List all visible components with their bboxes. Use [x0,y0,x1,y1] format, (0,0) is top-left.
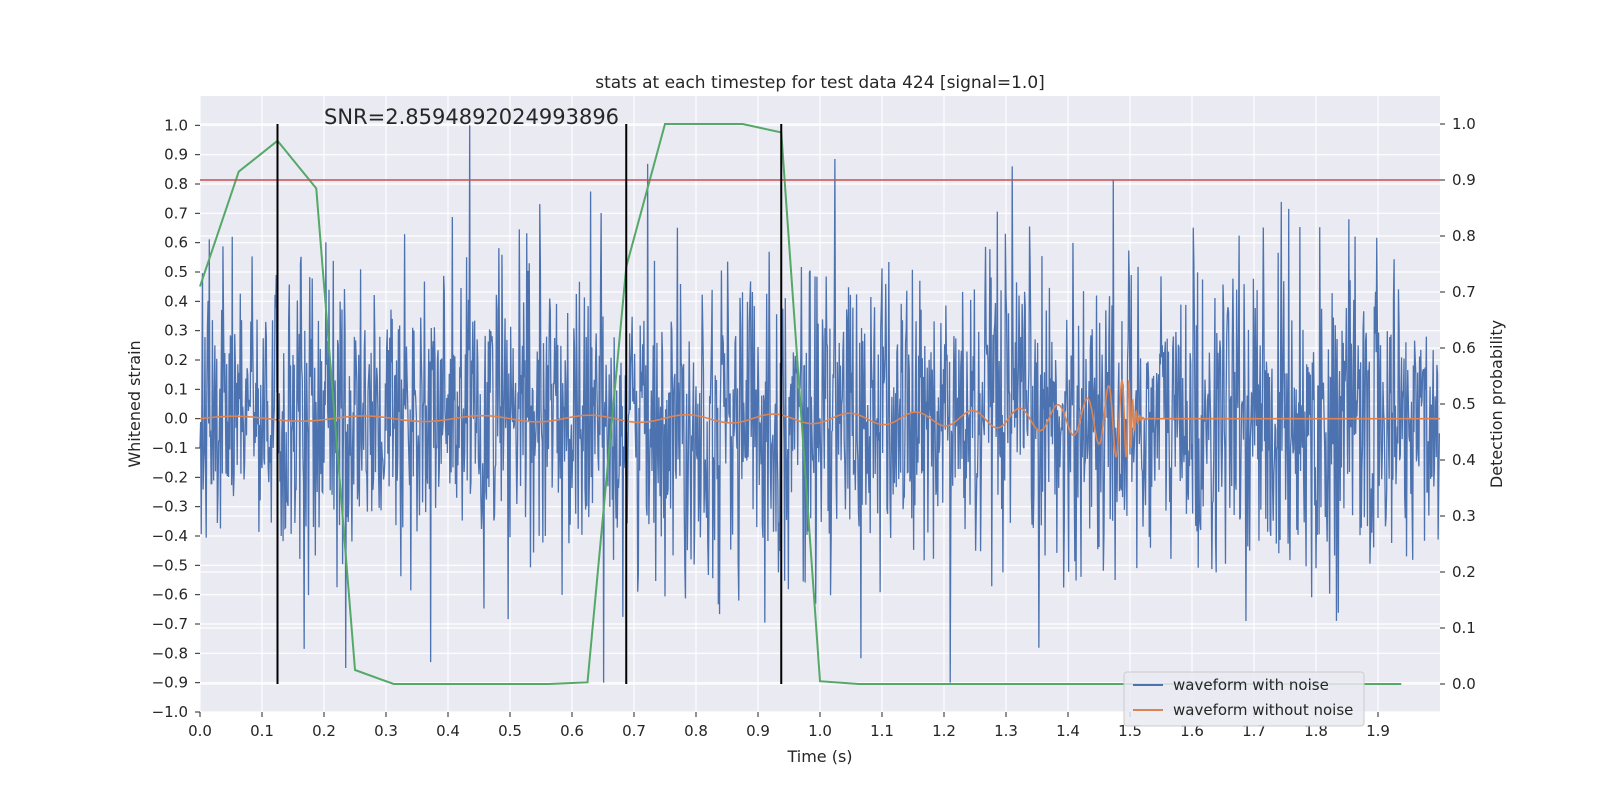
y-tick-label-left: 0.4 [164,292,188,310]
x-tick-label: 0.4 [436,722,460,740]
x-tick-label: 0.0 [188,722,212,740]
y-tick-label-left: −0.8 [152,644,188,662]
y-tick-label-left: 0.6 [164,234,188,252]
y-tick-label-left: 0.8 [164,175,188,193]
x-tick-label: 0.3 [374,722,398,740]
clean-waveform-line [199,378,1440,458]
axes-layer: 0.0 0.1 0.2 0.3 0.4 0.5 0.6 0.7 0.8 0.9 1.0 1.1 1.2 1… [152,115,1476,740]
y-tick-label-left: −1.0 [152,703,188,721]
event-markers [200,124,1440,684]
y-tick-label-left: −0.2 [152,468,188,486]
y-tick-label-right: 0.0 [1452,675,1476,693]
y-tick-label-left: −0.1 [152,439,188,457]
x-tick-label: 0.5 [498,722,522,740]
y-tick-label-left: −0.3 [152,498,188,516]
y-axis-label-left: Whitened strain [125,340,144,467]
x-axis-label: Time (s) [786,747,852,766]
y-tick-label-left: 0.3 [164,322,188,340]
y-tick-label-left: −0.4 [152,527,188,545]
x-tick-label: 0.6 [560,722,584,740]
y-tick-label-left: 0.9 [164,146,188,164]
y-tick-label-left: 0.0 [164,410,188,428]
x-tick-label: 1.4 [1056,722,1080,740]
x-tick-label: 0.7 [622,722,646,740]
y-tick-label-right: 0.5 [1452,395,1476,413]
y-tick-label-right: 0.9 [1452,171,1476,189]
x-tick-label: 1.1 [870,722,894,740]
y-tick-label-right: 0.4 [1452,451,1476,469]
chart-title: stats at each timestep for test data 424… [595,73,1045,93]
y-tick-label-left: −0.9 [152,674,188,692]
y-tick-label-right: 1.0 [1452,115,1476,133]
legend: waveform with noise waveform without noi… [1123,671,1365,727]
x-tick-label: 0.8 [684,722,708,740]
y-tick-label-right: 0.6 [1452,339,1476,357]
y-tick-label-left: 1.0 [164,116,188,134]
y-tick-label-right: 0.1 [1452,619,1476,637]
x-tick-label: 1.3 [994,722,1018,740]
legend-frame [1123,671,1365,727]
y-tick-label-right: 0.8 [1452,227,1476,245]
y-tick-label-left: −0.7 [152,615,188,633]
y-tick-label-left: −0.6 [152,586,188,604]
series-waveform-without-noise [199,378,1440,458]
x-tick-label: 0.2 [312,722,336,740]
y-tick-label-left: 0.2 [164,351,188,369]
y-tick-label-right: 0.7 [1452,283,1476,301]
y-axis-label-right: Detection probability [1487,320,1506,488]
y-tick-label-left: 0.1 [164,380,188,398]
y-tick-label-left: 0.7 [164,204,188,222]
x-tick-label: 0.1 [250,722,274,740]
y-tick-label-right: 0.2 [1452,563,1476,581]
legend-entry-noise: waveform with noise [1173,676,1329,694]
x-tick-label: 1.0 [808,722,832,740]
y-tick-label-left: 0.5 [164,263,188,281]
x-tick-label: 0.9 [746,722,770,740]
y-tick-label-left: −0.5 [152,556,188,574]
y-tick-label-right: 0.3 [1452,507,1476,525]
x-tick-label: 1.2 [932,722,956,740]
x-tick-label: 1.9 [1366,722,1390,740]
snr-annotation: SNR=2.8594892024993896 [324,105,619,129]
legend-entry-clean: waveform without noise [1173,701,1353,719]
